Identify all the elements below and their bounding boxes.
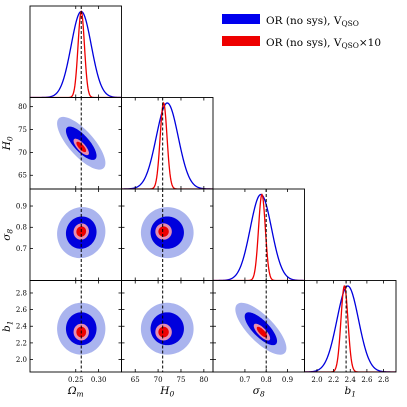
panel-h0-s8 <box>121 188 214 281</box>
legend-label-1: OR (no sys), VQSO <box>266 15 359 28</box>
ylabel-b1: b1 <box>1 320 15 332</box>
xlabel-s8: σ8 <box>253 385 265 399</box>
panel-h0-b1: 65 70 75 80 <box>121 280 214 384</box>
panel-om-s8: 0.7 0.8 0.9 <box>16 188 122 281</box>
marginal-curve-b1-1 <box>304 285 396 372</box>
panel-frame <box>304 280 397 373</box>
panel-om-h0: 65 70 75 80 <box>18 97 122 190</box>
panel-om-om <box>29 5 122 98</box>
panel-frame <box>29 5 122 98</box>
ytick-label-b1: 2.2 <box>16 339 27 347</box>
panel-s8-s8 <box>212 188 305 281</box>
ytick-label-b1: 2.4 <box>16 323 28 331</box>
marginal-curve-om-1 <box>30 10 122 98</box>
ytick-label-h0: 65 <box>18 172 27 180</box>
panels: 65 70 75 80 0.7 0.8 0.9 0.25 0.30 2.0 2.2 2.4 2.6 2.8… <box>1 5 397 399</box>
ytick-label-s8: 0.7 <box>16 245 27 253</box>
xlabel-b1: b1 <box>344 385 356 399</box>
legend-label-2: OR (no sys), VQSO×10 <box>266 37 381 50</box>
xlabel-om: Ωm <box>67 385 84 399</box>
xtick-label-s8: 0.7 <box>239 376 250 384</box>
xtick-label-s8: 0.8 <box>261 376 272 384</box>
ytick-label-b1: 2.0 <box>16 356 27 364</box>
ylabel-h0: H0 <box>1 136 15 151</box>
xtick-label-b1: 2.6 <box>361 376 373 384</box>
panel-b1-b1: 2.0 2.2 2.4 2.6 2.8 <box>304 280 397 384</box>
xtick-label-om: 0.30 <box>91 376 107 384</box>
contour-h0-s8-s1-l1 <box>158 226 169 237</box>
xlabel-h0: H0 <box>159 385 174 399</box>
xtick-label-om: 0.25 <box>68 376 84 384</box>
ytick-label-b1: 2.6 <box>16 306 28 314</box>
xtick-label-b1: 2.8 <box>378 376 389 384</box>
xtick-label-b1: 2.4 <box>345 376 357 384</box>
xtick-label-h0: 80 <box>199 376 208 384</box>
ytick-label-b1: 2.8 <box>16 289 27 297</box>
marginal-curve-s8-0 <box>213 193 305 281</box>
legend-swatch-blue <box>222 14 260 24</box>
ylabel-s8: σ8 <box>1 229 15 241</box>
contour-om-h0-s1-l1 <box>76 141 87 153</box>
xtick-label-h0: 65 <box>131 376 140 384</box>
panel-s8-b1: 0.7 0.8 0.9 <box>212 280 305 384</box>
panel-h0-h0 <box>121 97 214 190</box>
marginal-curve-om-0 <box>30 10 122 98</box>
xtick-label-s8: 0.9 <box>282 376 293 384</box>
marginal-curve-h0-1 <box>121 101 213 189</box>
ytick-label-h0: 80 <box>18 103 27 111</box>
xtick-label-b1: 2.0 <box>311 376 322 384</box>
marginal-curve-s8-1 <box>213 193 305 281</box>
panel-om-b1: 0.25 0.30 2.0 2.2 2.4 2.6 2.8 <box>16 280 122 384</box>
xtick-label-h0: 75 <box>177 376 186 384</box>
legend-swatch-red <box>222 36 260 46</box>
ytick-label-h0: 70 <box>18 149 27 157</box>
marginal-curve-b1-0 <box>304 285 396 372</box>
ytick-label-s8: 0.8 <box>16 224 27 232</box>
marginal-curve-h0-0 <box>121 102 213 189</box>
contour-h0-b1-s1-l1 <box>158 326 169 338</box>
contour-s8-b1-s1-l1 <box>256 326 268 338</box>
legend: OR (no sys), VQSO OR (no sys), VQSO×10 <box>222 14 381 50</box>
xtick-label-b1: 2.2 <box>328 376 339 384</box>
xtick-label-h0: 70 <box>154 376 163 384</box>
ytick-label-s8: 0.9 <box>16 202 27 210</box>
ytick-label-h0: 75 <box>18 126 27 134</box>
